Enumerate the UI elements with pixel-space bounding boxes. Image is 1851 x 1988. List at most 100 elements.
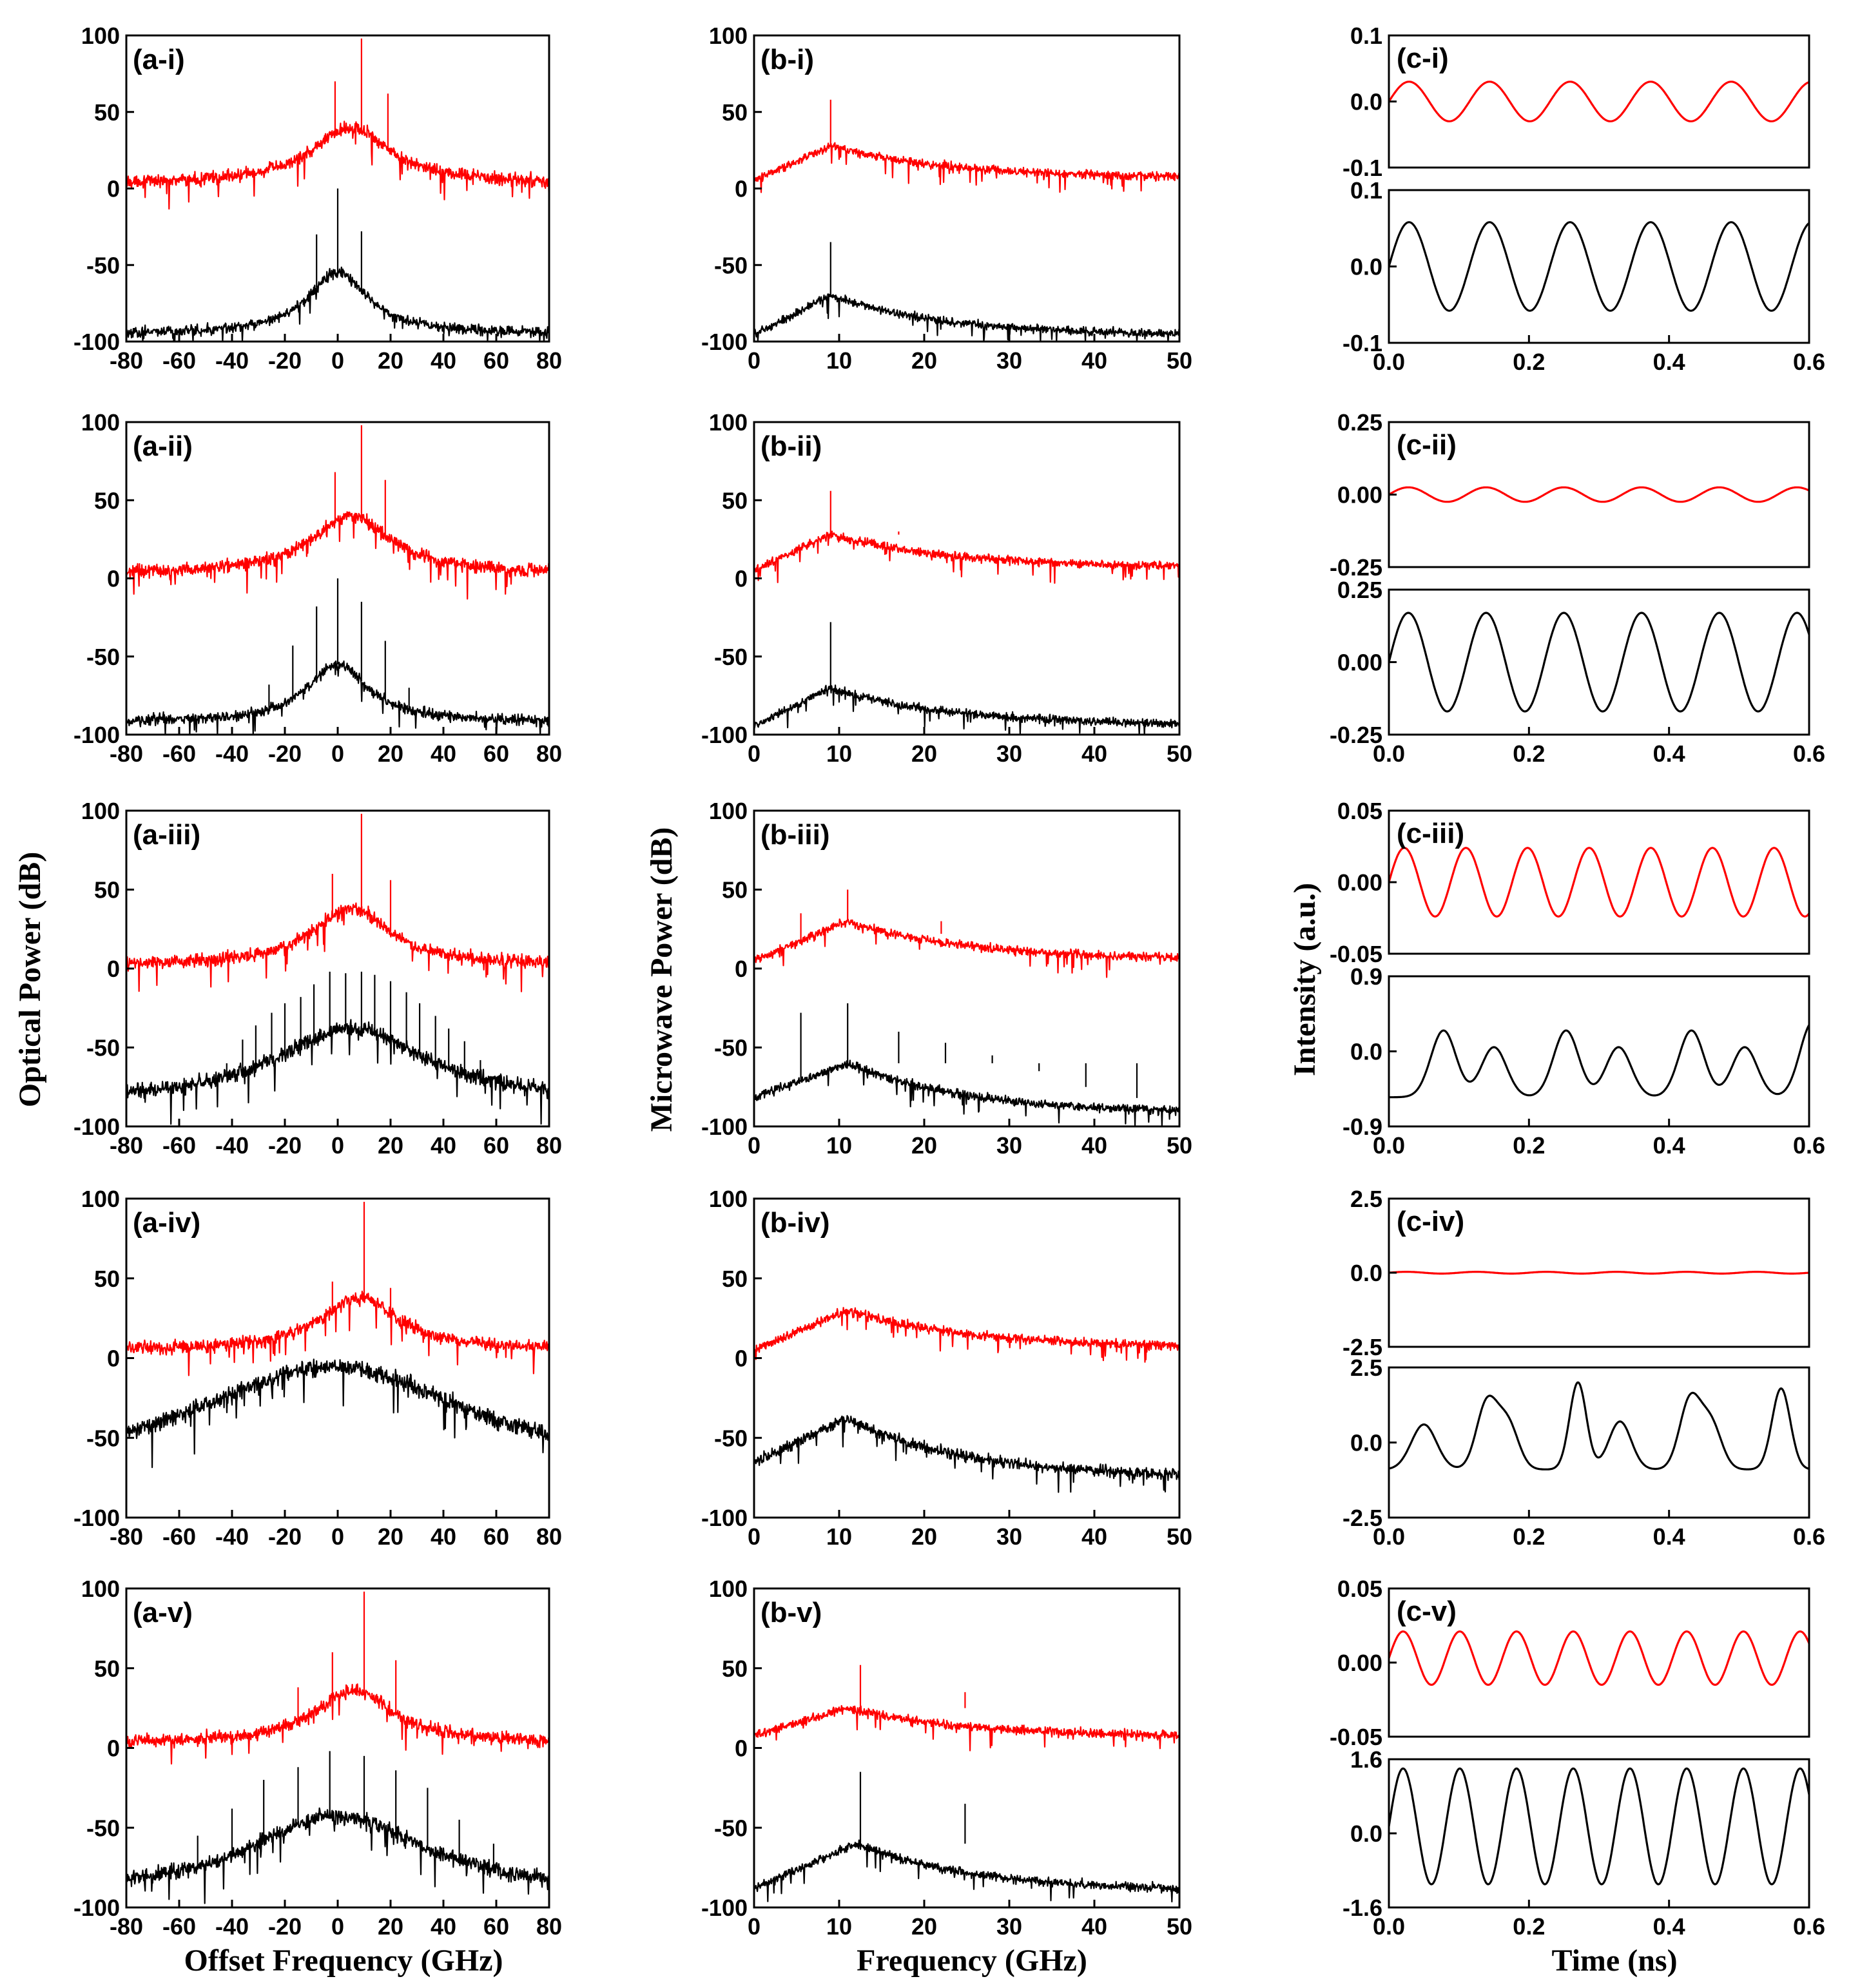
panel-a-ii: [125, 425, 550, 736]
c-iv-label: (c-iv): [1397, 1206, 1464, 1237]
a-iv-label: (a-iv): [133, 1207, 200, 1239]
b-v-xtick-label: 0: [748, 1913, 761, 1940]
a-i-ytick-label: -50: [86, 252, 120, 278]
c-ii-black-trace: [1388, 612, 1810, 713]
a-v-xtick-label: 0: [331, 1913, 344, 1940]
b-iv-red-trace: [753, 1307, 1181, 1363]
c-v-label: (c-v): [1397, 1596, 1457, 1627]
b-iii-xtick-label: 30: [996, 1132, 1022, 1159]
a-v-ytick-label: -100: [73, 1895, 120, 1921]
c-v-bottom-ytick-label: -1.6: [1342, 1895, 1382, 1921]
c-iv-bottom-xtick-label: 0.4: [1653, 1523, 1685, 1550]
b-v-xtick-label: 20: [911, 1913, 937, 1940]
x-axis-title-frequency: Frequency (GHz): [857, 1944, 1087, 1978]
b-iii-ytick-label: 0: [735, 956, 748, 982]
b-ii-black-trace: [753, 622, 1181, 736]
c-iv-top-ytick-label: -2.5: [1342, 1334, 1382, 1360]
c-iii-bottom-xtick-label: 0.2: [1513, 1132, 1545, 1159]
a-v-label: (a-v): [133, 1597, 193, 1628]
a-iii-xtick-label: -60: [162, 1132, 196, 1159]
b-v-ytick-label: 100: [709, 1576, 748, 1602]
a-iv-xtick-label: 20: [378, 1523, 403, 1550]
c-iii-bottom-xtick-label: 0.6: [1793, 1132, 1825, 1159]
a-ii-ytick-label: 0: [107, 566, 120, 592]
b-i-xtick-label: 50: [1167, 347, 1192, 374]
panel-b-iii: [753, 889, 1181, 1128]
a-iv-xtick-label: -80: [110, 1523, 143, 1550]
b-iii-ytick-label: 50: [722, 877, 748, 903]
b-i-label: (b-i): [761, 44, 814, 75]
a-iii-xtick-label: -40: [215, 1132, 249, 1159]
b-iii-black-trace: [753, 1003, 1181, 1128]
c-i-red-trace: [1388, 81, 1810, 122]
a-iii-ytick-label: -100: [73, 1114, 120, 1140]
b-ii-xtick-label: 30: [996, 740, 1022, 767]
a-iii-ytick-label: 50: [94, 877, 120, 903]
c-i-bottom-ytick-label: -0.1: [1342, 330, 1382, 356]
c-iv-bottom-ytick-label: 2.5: [1350, 1355, 1382, 1381]
a-ii-xtick-label: 0: [331, 740, 344, 767]
panel-b-iv: [753, 1307, 1181, 1493]
a-iii-xtick-label: 40: [431, 1132, 456, 1159]
b-iv-label: (b-iv): [761, 1207, 830, 1239]
a-v-xtick-label: -40: [215, 1913, 249, 1940]
a-v-ytick-label: 50: [94, 1655, 120, 1682]
b-i-ytick-label: 100: [709, 23, 748, 49]
c-iii-top-ytick-label: -0.05: [1330, 941, 1382, 967]
a-v-ytick-label: 0: [107, 1735, 120, 1762]
a-iv-ytick-label: 0: [107, 1346, 120, 1372]
c-ii-top-ytick-label: -0.25: [1330, 554, 1382, 581]
c-iv-top-ytick-label: 2.5: [1350, 1186, 1382, 1212]
a-ii-xtick-label: 40: [431, 740, 456, 767]
c-iv-bottom-xtick-label: 0.6: [1793, 1523, 1825, 1550]
a-iv-xtick-label: -20: [268, 1523, 302, 1550]
a-iv-ytick-label: -50: [86, 1425, 120, 1451]
c-ii-label: (c-ii): [1397, 429, 1457, 461]
a-iv-ytick-label: 50: [94, 1266, 120, 1292]
b-v-black-trace: [753, 1771, 1181, 1903]
c-iii-black-trace: [1389, 1024, 1810, 1099]
b-v-xtick-label: 10: [826, 1913, 852, 1940]
b-iv-xtick-label: 10: [826, 1523, 852, 1550]
a-iv-xtick-label: -60: [162, 1523, 196, 1550]
a-i-xtick-label: -40: [215, 347, 249, 374]
a-v-xtick-label: 20: [378, 1913, 403, 1940]
c-i-label: (c-i): [1397, 43, 1449, 74]
b-ii-ytick-label: -50: [714, 644, 748, 670]
b-ii-xtick-label: 10: [826, 740, 852, 767]
b-ii-red-trace: [753, 490, 1181, 584]
c-ii-bottom-ytick-label: 0.25: [1337, 577, 1382, 603]
a-iii-ytick-label: -50: [86, 1035, 120, 1061]
c-iii-bottom-ytick-label: -0.9: [1342, 1114, 1382, 1140]
a-i-xtick-label: -80: [110, 347, 143, 374]
panel-c-v: [1388, 1630, 1810, 1886]
c-iii-label: (c-iii): [1397, 818, 1464, 849]
c-v-bottom-ytick-label: 0.0: [1350, 1820, 1382, 1847]
c-iv-bottom-xtick-label: 0.0: [1373, 1523, 1405, 1550]
a-v-ytick-label: -50: [86, 1815, 120, 1841]
a-iii-ytick-label: 0: [107, 956, 120, 982]
a-iii-xtick-label: 20: [378, 1132, 403, 1159]
c-v-bottom-xtick-label: 0.2: [1513, 1913, 1545, 1940]
a-iii-red-trace: [125, 813, 550, 992]
c-i-top-ytick-label: 0.0: [1350, 89, 1382, 115]
c-v-black-trace: [1388, 1767, 1810, 1886]
b-iv-ytick-label: 0: [735, 1346, 748, 1372]
b-iv-ytick-label: 100: [709, 1186, 748, 1212]
b-iv-ytick-label: -50: [714, 1425, 748, 1451]
c-i-bottom-xtick-label: 0.6: [1793, 349, 1825, 375]
a-ii-xtick-label: 80: [536, 740, 562, 767]
a-i-ytick-label: 0: [107, 176, 120, 202]
b-iv-ytick-label: 50: [722, 1266, 748, 1292]
b-i-xtick-label: 10: [826, 347, 852, 374]
b-v-ytick-label: -100: [701, 1895, 748, 1921]
c-i-bottom-xtick-label: 0.2: [1513, 349, 1545, 375]
b-i-xtick-label: 20: [911, 347, 937, 374]
b-i-ytick-label: 50: [722, 99, 748, 126]
c-i-bottom-ytick-label: 0.1: [1350, 177, 1382, 204]
panel-b-i: [753, 99, 1181, 343]
y-axis-title-intensity: Intensity (a.u.): [1288, 883, 1322, 1076]
b-v-xtick-label: 50: [1167, 1913, 1192, 1940]
c-v-bottom-xtick-label: 0.0: [1373, 1913, 1405, 1940]
